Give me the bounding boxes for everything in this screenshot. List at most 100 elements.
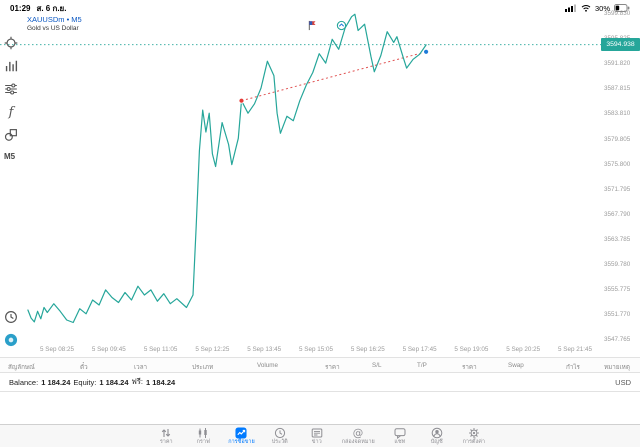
time-axis-label: 5 Sep 15:05 xyxy=(299,346,333,353)
battery-percent: 30% xyxy=(594,3,610,13)
timeframe-label[interactable]: M5 xyxy=(4,152,16,161)
price-line-series xyxy=(27,13,427,324)
chat-icon xyxy=(394,427,406,439)
quotes-icon xyxy=(160,427,172,439)
tab-history[interactable]: ประวัติ xyxy=(268,427,292,446)
chart-settings-button[interactable] xyxy=(4,82,18,96)
tab-label: ราคา xyxy=(159,439,173,445)
equity-value: 1 184.24 xyxy=(99,377,129,387)
time-axis-label: 5 Sep 21:45 xyxy=(558,346,592,353)
tab-label: การตั้งค่า xyxy=(462,439,485,445)
tab-settings[interactable]: การตั้งค่า xyxy=(462,427,486,446)
sliders-icon xyxy=(4,82,18,96)
status-time: 01:29 xyxy=(10,3,31,13)
indicators-button[interactable] xyxy=(4,59,18,73)
price-axis-label: 3555.775 xyxy=(604,286,631,294)
price-axis-label: 3559.780 xyxy=(604,261,631,268)
tab-label: ข่าว xyxy=(311,439,322,445)
settings-icon xyxy=(468,427,480,439)
circle-marker[interactable] xyxy=(336,20,347,31)
price-axis-label: 3587.815 xyxy=(604,85,631,93)
table-column-header: ประเภท xyxy=(192,364,214,371)
tab-mailbox[interactable]: @ กล่องจดหมาย xyxy=(342,427,375,446)
bottom-tab-bar: ราคา กราฟ การซื้อขาย ประวัติ ข่าว @ กล่องจดหมา… xyxy=(0,424,640,447)
charts-icon xyxy=(197,427,209,439)
mailbox-icon: @ xyxy=(352,427,364,439)
current-price-badge: 3594.938 xyxy=(601,38,640,52)
crosshair-icon xyxy=(4,36,18,50)
account-currency: USD xyxy=(615,377,631,387)
time-axis-label: 5 Sep 20:25 xyxy=(506,346,541,353)
price-axis-label: 3579.805 xyxy=(604,135,631,143)
svg-text:f: f xyxy=(8,105,16,119)
time-axis-label: 5 Sep 16:25 xyxy=(350,346,385,353)
trendline-end-dot[interactable] xyxy=(423,48,430,55)
history-clock-icon xyxy=(4,310,18,324)
crosshair-button[interactable] xyxy=(4,36,18,50)
chart-toolbar-bottom xyxy=(4,310,18,347)
one-click-trading-icon xyxy=(4,333,18,347)
tab-trade[interactable]: การซื้อขาย xyxy=(228,427,255,446)
table-column-header: T/P xyxy=(417,362,427,369)
price-axis-label: 3571.795 xyxy=(604,185,631,193)
tab-label: กราฟ xyxy=(196,439,210,445)
history-icon xyxy=(274,427,286,439)
time-axis-label: 5 Sep 08:25 xyxy=(40,346,74,353)
equity-label: Equity: xyxy=(73,377,97,387)
tab-accounts[interactable]: บัญชี xyxy=(425,427,449,446)
status-date: ส. 6 ก.ย. xyxy=(36,3,67,13)
free-margin-value: 1 184.24 xyxy=(145,377,176,387)
trade-icon xyxy=(235,427,248,439)
time-axis: 5 Sep 08:25 5 Sep 09:45 5 Sep 11:05 5 Sep 1… xyxy=(0,346,602,356)
table-column-header: เวลา xyxy=(134,364,148,371)
trendline[interactable] xyxy=(241,51,427,102)
table-column-header: ราคา xyxy=(462,364,477,371)
price-axis: 3599.8303595.8253591.8203587.8153583.810… xyxy=(602,0,640,358)
balance-bar: Balance: 1 184.24 Equity: 1 184.24 ฟรี: … xyxy=(0,373,640,392)
news-icon xyxy=(311,427,323,439)
one-click-trading-button[interactable] xyxy=(4,333,18,347)
table-column-header: Swap xyxy=(508,362,524,369)
tab-label: ประวัติ xyxy=(271,439,288,445)
tab-quotes[interactable]: ราคา xyxy=(154,427,178,446)
price-axis-label: 3599.830 xyxy=(604,10,631,17)
tab-news[interactable]: ข่าว xyxy=(305,427,329,446)
svg-text:@: @ xyxy=(353,427,364,439)
price-chart-canvas[interactable] xyxy=(0,0,602,358)
chart-toolbar: f M5 xyxy=(4,36,18,161)
time-axis-label: 5 Sep 19:05 xyxy=(454,346,489,353)
table-column-header: Volume xyxy=(257,362,279,369)
status-bar: 01:29 ส. 6 ก.ย. 30% xyxy=(0,0,640,16)
flag-icon xyxy=(307,20,318,31)
price-axis-label: 3591.820 xyxy=(604,60,631,68)
functions-button[interactable]: f xyxy=(4,105,18,119)
table-column-header: ราคา xyxy=(325,364,340,371)
chart-header[interactable]: XAUUSDm • M5 Gold vs US Dollar xyxy=(27,15,82,33)
balance-label: Balance: xyxy=(9,377,39,387)
price-axis-label: 3563.785 xyxy=(604,235,631,243)
table-column-header: สัญลักษณ์ xyxy=(8,364,35,371)
battery-icon xyxy=(614,4,630,12)
account-icon xyxy=(431,427,443,439)
tab-label: บัญชี xyxy=(430,439,443,445)
flag-marker[interactable] xyxy=(307,20,318,31)
trendline-start-dot[interactable] xyxy=(238,97,245,104)
cellular-signal-icon xyxy=(564,4,577,12)
symbol-title[interactable]: XAUUSDm • M5 xyxy=(27,15,82,24)
table-column-header: กำไร xyxy=(566,364,580,371)
price-axis-label: 3551.770 xyxy=(604,311,631,319)
tab-charts[interactable]: กราฟ xyxy=(191,427,215,446)
time-axis-label: 5 Sep 09:45 xyxy=(91,346,126,353)
positions-table-header: สัญลักษณ์ ตั๋ว เวลา ประเภท Volume ราคา S/L T/P ร… xyxy=(0,357,640,373)
objects-button[interactable] xyxy=(4,128,18,142)
time-axis-label: 5 Sep 17:45 xyxy=(402,346,437,353)
time-axis-label: 5 Sep 12:25 xyxy=(195,346,230,353)
price-axis-label: 3575.800 xyxy=(604,160,631,168)
tab-chat[interactable]: แชท xyxy=(388,427,412,446)
symbol-description: Gold vs US Dollar xyxy=(27,24,79,32)
price-axis-label: 3547.765 xyxy=(604,336,631,344)
circle-arrow-icon xyxy=(336,20,347,31)
history-button[interactable] xyxy=(4,310,18,324)
objects-icon xyxy=(4,128,18,142)
